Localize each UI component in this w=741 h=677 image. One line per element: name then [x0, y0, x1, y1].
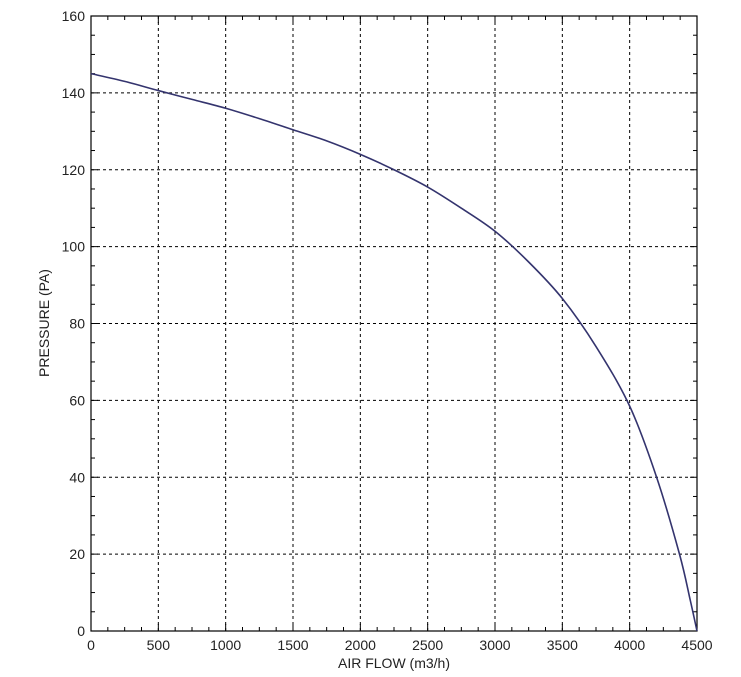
x-tick-label: 3000: [479, 637, 510, 653]
y-tick-label: 140: [62, 85, 86, 101]
y-tick-label: 0: [77, 623, 85, 639]
minor-ticks: [90, 15, 698, 632]
y-tick-label: 20: [69, 546, 85, 562]
x-axis-label: AIR FLOW (m3/h): [338, 655, 450, 671]
x-tick-label: 500: [147, 637, 171, 653]
x-tick-label: 1000: [210, 637, 241, 653]
y-axis-label: PRESSURE (PA): [36, 269, 52, 377]
x-tick-label: 4000: [614, 637, 645, 653]
y-tick-label: 120: [62, 162, 86, 178]
x-tick-label: 3500: [547, 637, 578, 653]
plot-frame: [90, 15, 698, 632]
x-tick-label: 1500: [277, 637, 308, 653]
y-tick-label: 60: [69, 392, 85, 408]
x-tick-label: 2500: [412, 637, 443, 653]
y-tick-label: 160: [62, 8, 86, 24]
y-tick-labels: 0 20 40 60 80 100 120 140 160: [62, 8, 86, 639]
x-tick-label: 0: [87, 637, 95, 653]
y-tick-label: 100: [62, 239, 86, 255]
y-tick-label: 80: [69, 316, 85, 332]
grid: [91, 16, 697, 631]
series-line: [90, 72, 698, 632]
x-tick-label: 4500: [681, 637, 712, 653]
x-tick-label: 2000: [345, 637, 376, 653]
x-tick-labels: 0 500 1000 1500 2000 2500 3000 3500 4000 4500: [87, 637, 713, 653]
y-tick-label: 40: [69, 469, 85, 485]
